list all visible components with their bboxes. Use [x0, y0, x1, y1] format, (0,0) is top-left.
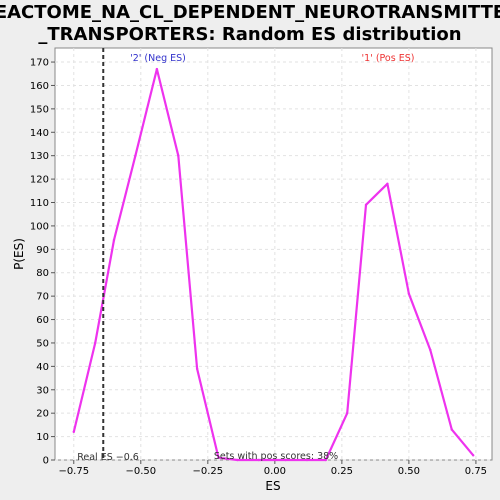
y-tick-label: 150 — [30, 104, 49, 115]
data-point — [155, 67, 159, 71]
data-point — [284, 458, 287, 462]
data-point — [407, 292, 411, 295]
x-tick-label: −0.25 — [192, 466, 223, 477]
y-tick-label: 50 — [36, 338, 49, 349]
x-tick-label: −0.50 — [125, 466, 156, 477]
data-point — [72, 430, 75, 434]
y-tick-label: 140 — [30, 128, 49, 139]
y-tick-label: 100 — [30, 221, 49, 232]
data-point — [177, 154, 180, 157]
x-tick-label: 0.00 — [264, 466, 286, 477]
data-point — [236, 458, 239, 462]
y-tick-label: 170 — [30, 58, 49, 69]
x-tick-label: −0.75 — [58, 466, 89, 477]
data-point — [94, 341, 97, 345]
y-tick-label: 0 — [43, 456, 49, 467]
data-point — [450, 428, 453, 431]
y-tick-label: 90 — [36, 245, 49, 256]
data-point — [346, 411, 349, 415]
y-tick-label: 160 — [30, 81, 49, 92]
y-tick-label: 110 — [30, 198, 49, 209]
x-tick-label: 0.50 — [398, 466, 420, 477]
y-tick-label: 120 — [30, 175, 49, 186]
plot-area — [54, 47, 493, 461]
data-point — [324, 458, 327, 462]
data-point — [429, 348, 432, 352]
data-point — [134, 154, 137, 157]
chart-title-line2: _TRANSPORTERS: Random ES distribution — [38, 24, 461, 45]
y-tick-label: 30 — [36, 385, 49, 396]
neg-es-label: '2' (Neg ES) — [130, 53, 186, 64]
data-point — [386, 182, 389, 185]
data-point — [257, 458, 260, 462]
x-axis-label: ES — [265, 479, 280, 493]
y-tick-label: 40 — [36, 362, 49, 373]
y-tick-label: 10 — [36, 432, 49, 443]
gridlines — [55, 48, 492, 461]
y-tick-label: 130 — [30, 151, 49, 162]
x-axis-ticks: −0.75 −0.50 −0.25 0.00 0.25 0.50 0.75 — [58, 460, 487, 477]
x-tick-label: 0.25 — [331, 466, 353, 477]
pos-es-label: '1' (Pos ES) — [362, 53, 415, 64]
es-density-line — [72, 67, 475, 462]
data-point — [472, 454, 475, 457]
data-point — [217, 456, 220, 459]
real-es-label: Real ES −0.6 — [77, 452, 139, 463]
y-tick-label: 80 — [36, 268, 49, 279]
data-point — [195, 367, 199, 370]
chart-title-line1: REACTOME_NA_CL_DEPENDENT_NEUROTRANSMITTE… — [0, 2, 500, 23]
data-point — [305, 458, 309, 462]
series-group — [72, 67, 475, 462]
data-point — [364, 203, 368, 207]
sets-pos-scores-label: Sets with pos scores: 38% — [214, 451, 338, 462]
data-point — [112, 238, 116, 242]
y-axis-label: P(ES) — [12, 238, 26, 270]
y-tick-label: 70 — [36, 292, 49, 303]
y-tick-label: 60 — [36, 315, 49, 326]
x-tick-label: 0.75 — [465, 466, 487, 477]
y-axis-ticks: 0 10 20 30 40 50 60 70 80 90 100 110 120 130 140 150 160… — [30, 58, 55, 467]
y-tick-label: 20 — [36, 409, 49, 420]
